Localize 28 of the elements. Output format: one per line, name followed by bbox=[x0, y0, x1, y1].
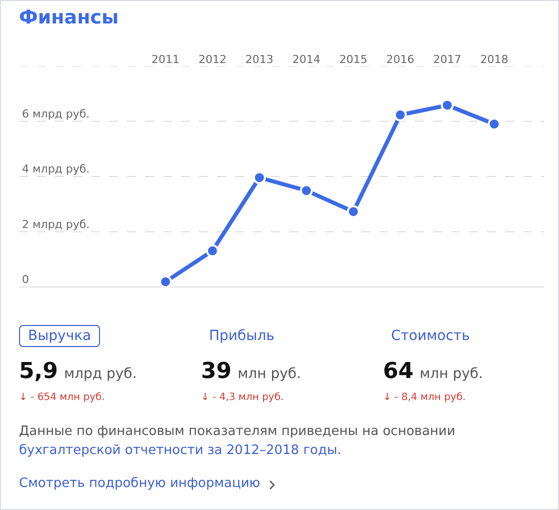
text: Смотреть подробную информацию bbox=[19, 476, 260, 491]
y-tick-label: 2 млрд руб. bbox=[22, 218, 90, 231]
text: Данные по финансовым показателям приведены на основании bbox=[19, 424, 456, 439]
text: Прибыль bbox=[209, 328, 274, 344]
y-tick-label: 0 bbox=[22, 273, 29, 286]
chart-title: Финансы bbox=[19, 6, 119, 28]
y-tick-label: 4 млрд руб. bbox=[22, 162, 90, 176]
y-tick-label: 6 млрд руб. bbox=[22, 107, 90, 120]
text: 64 bbox=[383, 359, 414, 384]
x-tick-label: 2013 bbox=[245, 52, 274, 66]
text: Стоимость bbox=[391, 328, 470, 344]
x-tick-label: 2015 bbox=[339, 52, 368, 66]
x-tick-label: 2018 bbox=[480, 52, 508, 66]
text: млн руб. bbox=[420, 366, 483, 382]
x-tick-label: 2016 bbox=[386, 52, 414, 66]
x-tick-label: 2017 bbox=[433, 52, 462, 66]
text: ↓ - 654 млн руб. bbox=[19, 392, 105, 403]
x-tick-label: 2012 bbox=[198, 52, 226, 66]
text: ↓ - 4,3 млн руб. bbox=[201, 392, 284, 403]
text: 39 bbox=[201, 359, 232, 384]
text: 5,9 bbox=[19, 359, 58, 384]
text: млн руб. bbox=[238, 366, 301, 382]
text: ↓ - 8,4 млн руб. bbox=[383, 392, 466, 403]
x-tick-label: 2014 bbox=[292, 52, 320, 66]
text: бухгалтерской отчетности за 2012–2018 годы. bbox=[19, 443, 342, 458]
x-tick-label: 2011 bbox=[152, 52, 180, 66]
text: млрд руб. bbox=[64, 366, 137, 382]
text: Выручка bbox=[19, 325, 100, 347]
